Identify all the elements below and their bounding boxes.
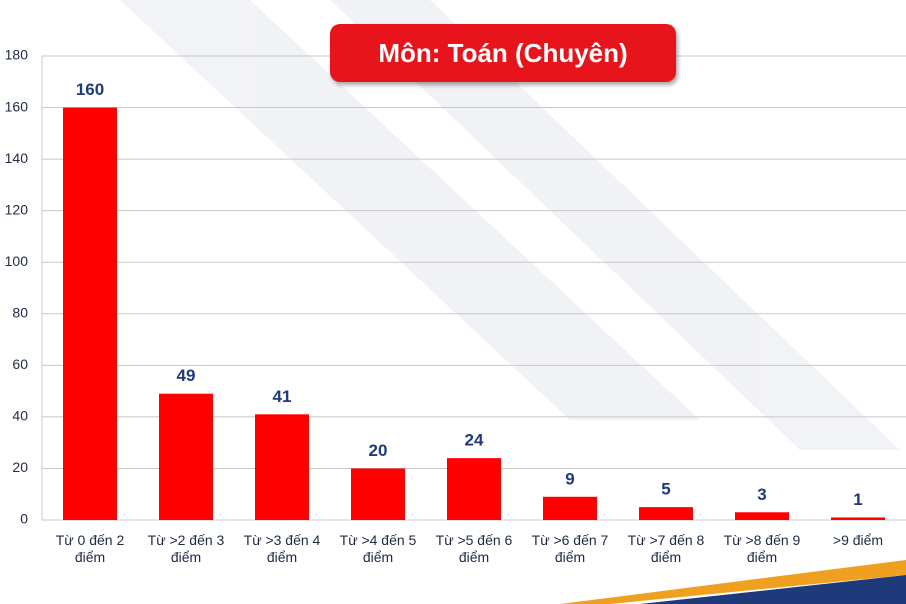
value-label: 20 [369,441,388,460]
value-label: 9 [565,469,574,488]
x-tick-label: Từ >3 đến 4 điểm [243,532,321,565]
y-tick-label: 20 [12,459,28,475]
bar [255,414,309,520]
x-tick-label: Từ >5 đến 6 điểm [435,532,513,565]
value-label: 24 [465,431,484,450]
x-tick-label: Từ >2 đến 3 điểm [147,532,225,565]
bar [63,107,117,521]
y-tick-label: 100 [5,253,29,269]
bar [735,512,789,520]
background-decoration [120,0,900,450]
x-tick-label: Từ >6 đến 7 điểm [531,532,609,565]
bar [447,458,501,520]
value-label: 3 [757,485,766,504]
bar [639,507,693,520]
value-label: 160 [76,80,104,99]
x-tick-label: Từ >7 đến 8 điểm [627,532,705,565]
value-label: 41 [273,387,292,406]
bar [159,393,213,520]
y-tick-label: 0 [20,511,28,527]
x-tick-label: >9 điểm [832,532,884,548]
y-tick-label: 160 [5,98,29,114]
y-tick-label: 140 [5,150,29,166]
y-tick-label: 80 [12,304,28,320]
bar [831,517,885,520]
y-tick-label: 180 [5,47,29,63]
corner-stripe [640,575,906,604]
y-tick-label: 60 [12,356,28,372]
x-tick-label: Từ >4 đến 5 điểm [339,532,417,565]
value-label: 49 [177,366,196,385]
chart-title: Môn: Toán (Chuyên) [330,24,676,82]
corner-stripe [560,560,906,604]
bar [351,468,405,520]
y-tick-label: 120 [5,201,29,217]
bar [543,496,597,520]
x-tick-label: Từ >8 đến 9 điểm [723,532,801,565]
y-tick-label: 40 [12,408,28,424]
value-label: 1 [853,490,862,509]
x-tick-label: Từ 0 đến 2 điểm [55,532,125,565]
value-label: 5 [661,480,670,499]
